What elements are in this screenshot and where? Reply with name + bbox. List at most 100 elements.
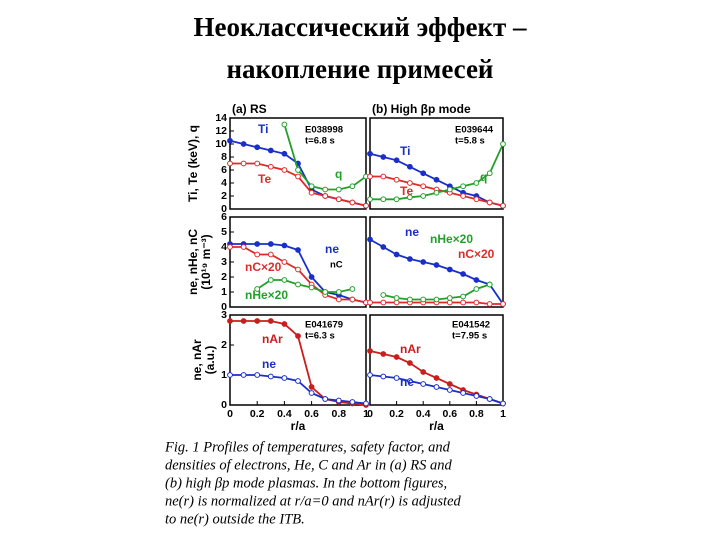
data-point: [335, 289, 342, 295]
annotation: E039644: [455, 125, 494, 136]
data-point: [433, 176, 440, 183]
data-point: [393, 375, 400, 381]
series-label: ne: [325, 242, 339, 256]
x-axis-label: r/a: [291, 419, 306, 433]
data-point: [267, 241, 274, 247]
y-tick-label: 4: [221, 241, 227, 253]
data-point: [308, 189, 315, 196]
data-point: [460, 293, 467, 300]
data-point: [308, 384, 315, 390]
data-point: [254, 144, 261, 151]
y-axis-label: ne, nHe, nC: [186, 229, 200, 295]
data-point: [446, 295, 453, 301]
series-label: nHe×20: [245, 288, 288, 302]
data-point: [295, 281, 301, 288]
data-point: [322, 289, 329, 295]
data-point: [367, 299, 373, 306]
data-point: [433, 189, 440, 196]
x-tick-label: 0.8: [469, 408, 484, 420]
data-point: [267, 277, 274, 283]
annotation: E041542: [452, 320, 490, 331]
data-point: [227, 244, 233, 250]
data-point: [322, 193, 329, 199]
data-point: [407, 180, 413, 186]
data-point: [367, 348, 373, 354]
x-tick-label: 0.4: [416, 408, 431, 420]
y-tick-label: 2: [221, 190, 227, 202]
x-tick-label: 1: [363, 408, 369, 420]
annotation: E038998: [305, 125, 343, 136]
data-point: [240, 160, 247, 167]
y-axis-label: (10¹⁹ m⁻³): [199, 234, 213, 289]
data-point: [227, 137, 233, 144]
y-axis-label: (a.u.): [203, 346, 217, 375]
y-tick-label: 10: [215, 138, 227, 150]
y-tick-label: 1: [221, 369, 227, 381]
data-point: [295, 167, 301, 173]
data-point: [500, 400, 506, 407]
data-point: [420, 369, 427, 375]
series-label: nAr: [262, 332, 283, 346]
y-tick-label: 2: [221, 339, 227, 351]
annotation: t=6.3 s: [305, 331, 335, 342]
data-point: [393, 295, 400, 301]
data-point: [500, 301, 506, 307]
data-point: [420, 381, 427, 387]
y-tick-label: 8: [221, 151, 227, 163]
data-point: [460, 271, 467, 277]
data-point: [420, 193, 427, 199]
series-label: ne: [262, 357, 276, 371]
series-label: nC×20: [458, 247, 495, 261]
data-point: [486, 301, 493, 307]
caption-line: to ne(r) outside the ITB.: [165, 511, 305, 527]
data-point: [367, 150, 373, 157]
data-point: [227, 372, 233, 378]
series-label: Te: [258, 172, 271, 186]
y-tick-label: 4: [221, 177, 227, 189]
data-point: [254, 286, 261, 292]
y-tick-label: 2: [221, 271, 227, 283]
data-point: [433, 296, 440, 303]
data-point: [420, 183, 427, 190]
series-label: Ti: [400, 144, 410, 158]
data-point: [486, 396, 493, 402]
data-point: [240, 318, 247, 324]
data-point: [486, 199, 493, 206]
x-tick-label: 0.2: [250, 408, 265, 420]
data-point: [367, 173, 373, 180]
panel-title: (b) High βp mode: [372, 102, 471, 116]
data-point: [335, 186, 342, 193]
data-point: [335, 196, 342, 203]
series-label: q: [335, 167, 342, 181]
data-point: [349, 296, 356, 303]
data-point: [393, 157, 400, 164]
data-point: [393, 251, 400, 258]
data-point: [460, 299, 467, 306]
caption-line: (b) high βp mode plasmas. In the bottom …: [165, 475, 447, 491]
data-point: [380, 299, 387, 306]
data-point: [380, 196, 387, 203]
data-point: [446, 186, 453, 193]
x-tick-label: 0.6: [304, 408, 319, 420]
x-tick-label: 0.6: [442, 408, 457, 420]
data-point: [367, 236, 373, 243]
data-point: [254, 318, 261, 324]
data-point: [267, 163, 274, 170]
data-point: [473, 393, 480, 399]
series-label: nAr: [400, 342, 421, 356]
data-point: [308, 183, 315, 190]
x-tick-label: 0.2: [389, 408, 404, 420]
data-point: [322, 396, 329, 402]
data-point: [393, 176, 400, 183]
data-point: [267, 147, 274, 154]
data-point: [349, 399, 356, 405]
data-point: [486, 281, 493, 288]
y-tick-label: 0: [221, 399, 227, 411]
data-point: [460, 193, 467, 199]
data-point: [322, 186, 329, 193]
data-point: [473, 286, 480, 292]
x-tick-label: 0.4: [277, 408, 292, 420]
data-point: [433, 262, 440, 268]
x-tick-label: 1: [500, 408, 506, 420]
data-point: [407, 378, 413, 384]
